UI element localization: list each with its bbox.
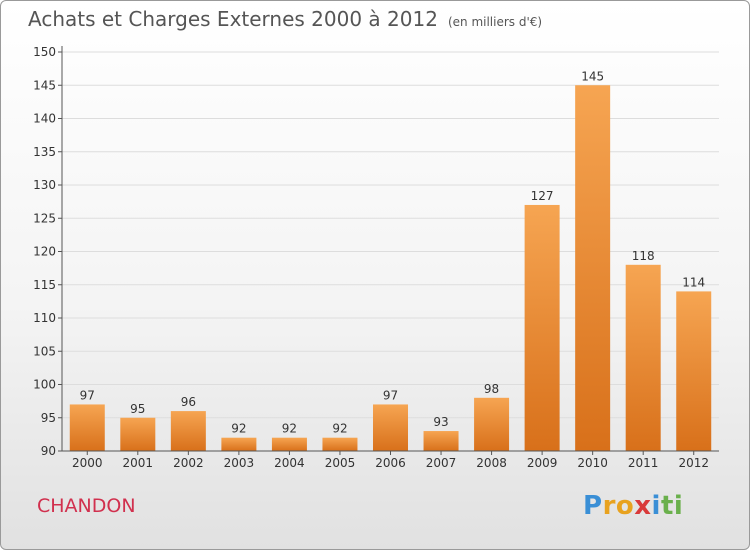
bar: [120, 417, 156, 451]
bar-value-label: 93: [433, 415, 448, 429]
logo-letter: i: [673, 491, 684, 521]
logo-letter: P: [583, 491, 603, 521]
bar: [170, 411, 206, 451]
y-tick-label: 110: [33, 311, 56, 325]
bar-value-label: 95: [130, 402, 145, 416]
x-tick-label: 2001: [123, 456, 154, 470]
x-tick-label: 2012: [678, 456, 709, 470]
bar: [575, 85, 611, 451]
bar: [676, 291, 712, 451]
y-tick-label: 145: [33, 78, 56, 92]
axes: [61, 46, 719, 452]
bar: [474, 397, 510, 451]
y-tick-label: 140: [33, 112, 56, 126]
bar: [524, 204, 560, 451]
x-tick-label: 2010: [577, 456, 608, 470]
x-tick-label: 2006: [375, 456, 406, 470]
bar-value-label: 127: [531, 189, 554, 203]
bar-value-label: 118: [632, 249, 655, 263]
bar: [69, 404, 105, 451]
logo-letter: x: [634, 491, 652, 521]
y-tick-label: 95: [41, 411, 56, 425]
bar: [423, 431, 459, 451]
bar: [221, 437, 257, 451]
y-axis-ticks: 90 95 100 105 110 115 120 125 130 135 140 145 150: [33, 45, 62, 458]
x-tick-label: 2002: [173, 456, 204, 470]
logo-letter: i: [651, 491, 661, 521]
y-tick-label: 100: [33, 378, 56, 392]
y-tick-label: 120: [33, 245, 56, 259]
bar: [373, 404, 408, 451]
bar-value-label: 145: [581, 69, 604, 83]
x-axis-ticks: 2000 2001 2002 2003 2004 2005 2006 2007 2008 2009…: [72, 451, 709, 470]
x-tick-label: 2000: [72, 456, 103, 470]
bar-value-label: 96: [181, 395, 196, 409]
y-tick-label: 90: [41, 444, 56, 458]
logo-letter: t: [660, 491, 674, 521]
subtitle-text: (en milliers d'€): [447, 15, 543, 29]
bars: [69, 85, 712, 451]
title-text: Achats et Charges Externes 2000 à 2012: [28, 7, 438, 31]
y-tick-label: 150: [33, 45, 56, 59]
bar-value-label: 97: [80, 388, 95, 402]
bar-value-label: 92: [231, 422, 246, 436]
bar-value-label: 114: [682, 275, 705, 289]
x-tick-label: 2005: [325, 456, 356, 470]
y-tick-label: 105: [33, 344, 56, 358]
place-name: CHANDON: [37, 495, 136, 517]
bar: [322, 437, 358, 451]
bar: [625, 264, 661, 451]
y-tick-label: 135: [33, 145, 56, 159]
y-tick-label: 115: [33, 278, 56, 292]
chart-title: Achats et Charges Externes 2000 à 2012 (e…: [28, 7, 542, 31]
x-tick-label: 2004: [274, 456, 305, 470]
x-tick-label: 2003: [224, 456, 255, 470]
bar-value-label: 97: [383, 388, 398, 402]
x-tick-label: 2007: [426, 456, 457, 470]
bar: [271, 437, 307, 451]
logo-letter: r: [602, 491, 616, 521]
value-labels: 97 95 96 92 92 92 97 93 98 127 145 118 114: [80, 69, 706, 435]
y-tick-label: 125: [33, 211, 56, 225]
x-tick-label: 2009: [527, 456, 558, 470]
bar-value-label: 98: [484, 382, 499, 396]
logo-letter: o: [615, 491, 635, 521]
y-tick-label: 130: [33, 178, 56, 192]
x-tick-label: 2011: [628, 456, 659, 470]
proxiti-logo: Proxiti: [583, 491, 683, 521]
bar-value-label: 92: [332, 422, 347, 436]
x-tick-label: 2008: [476, 456, 507, 470]
bar-value-label: 92: [282, 422, 297, 436]
